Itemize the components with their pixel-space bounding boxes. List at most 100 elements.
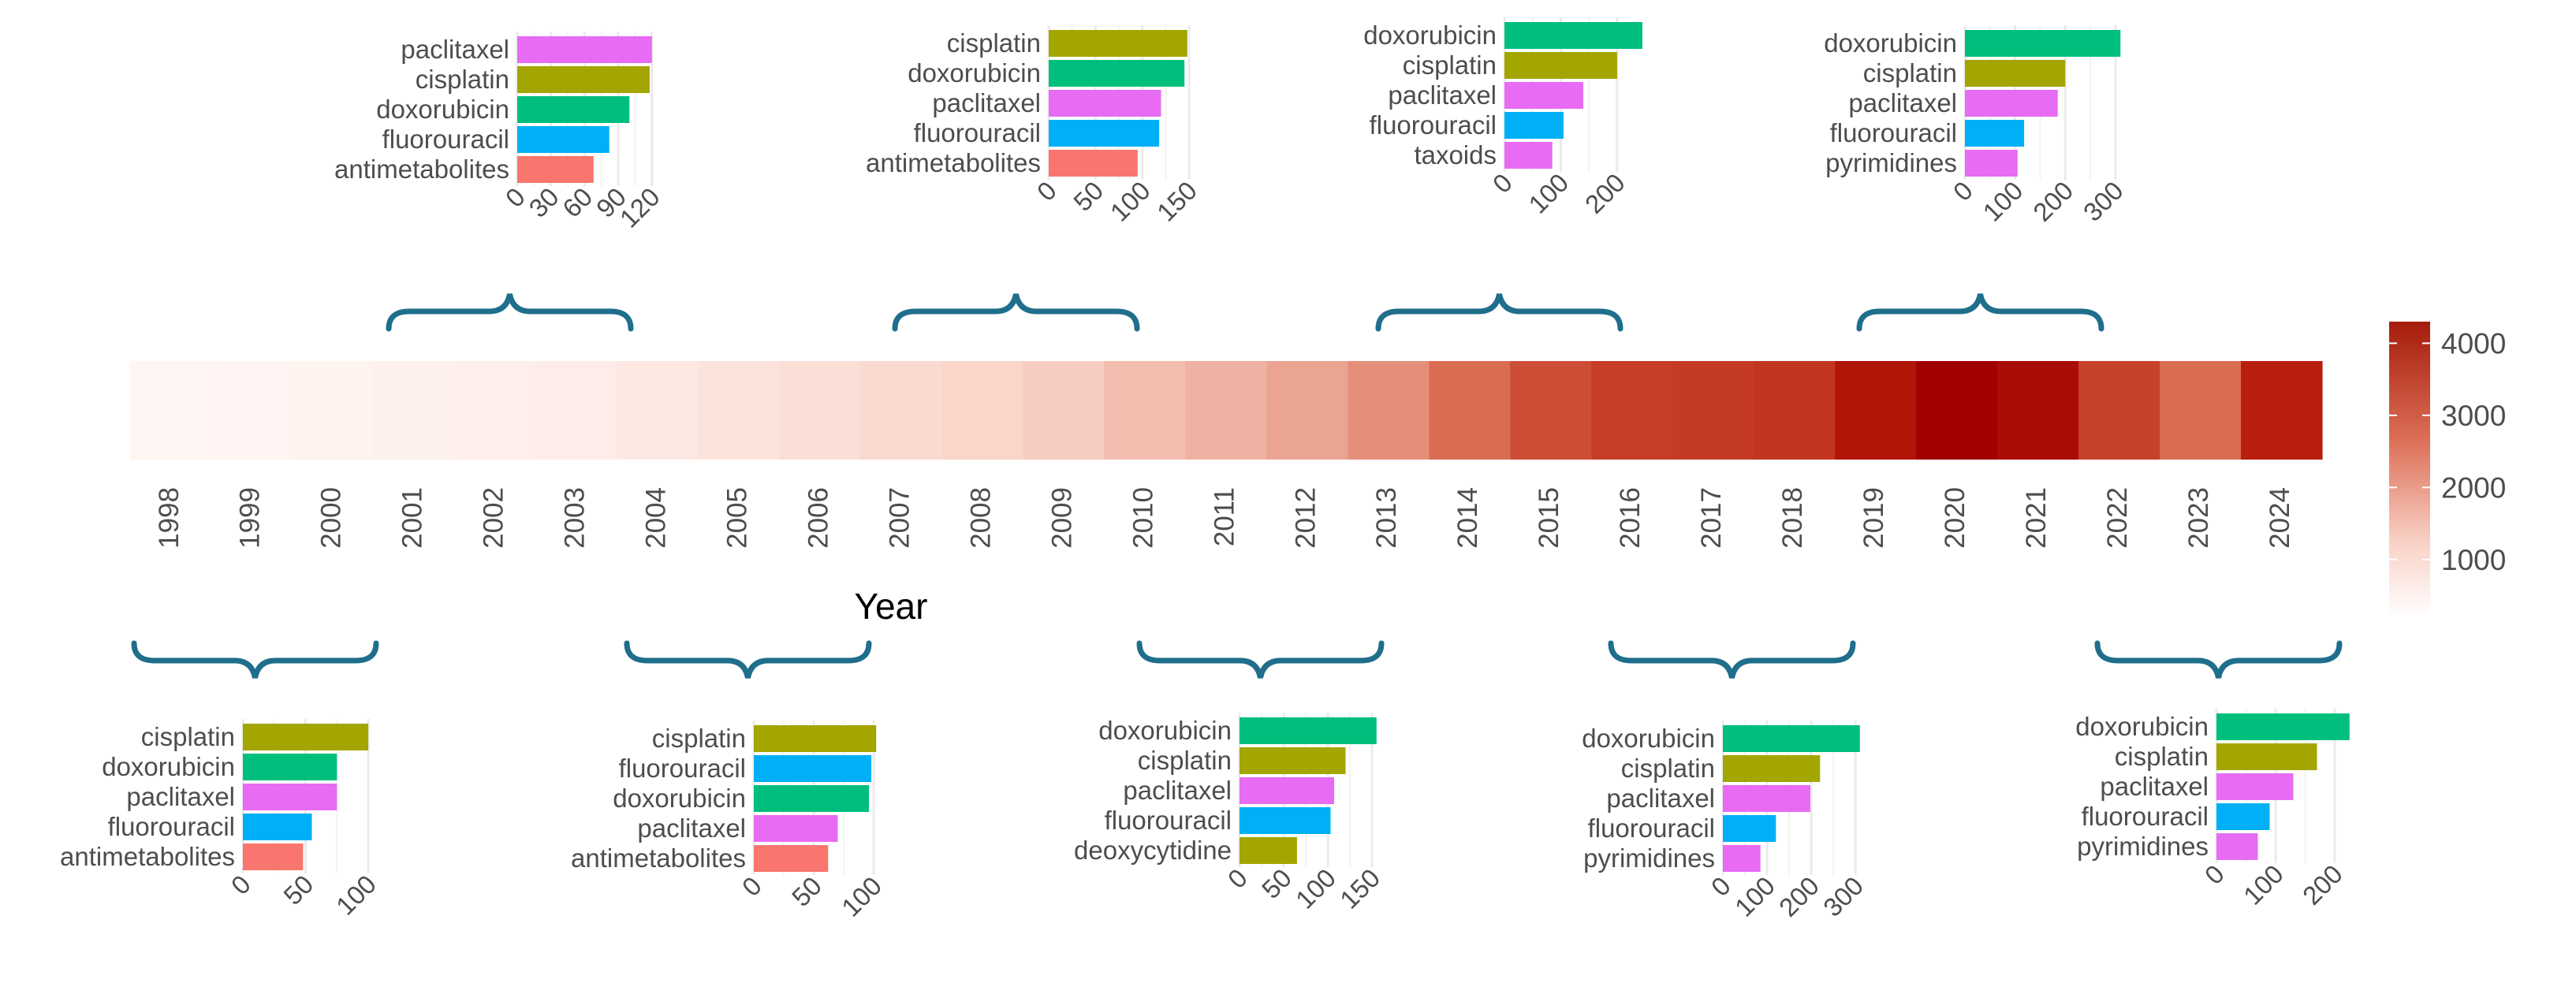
bar-label: doxorubicin	[2075, 712, 2209, 741]
year-tick-label: 2015	[1534, 487, 1564, 549]
heatmap-cell-2013	[1348, 361, 1430, 460]
x-tick-label: 50	[278, 869, 319, 910]
year-tick-label: 2003	[560, 487, 591, 549]
bar-label: taxoids	[1414, 140, 1497, 169]
year-tick-label: 2012	[1290, 487, 1321, 549]
x-tick-label: 100	[1729, 871, 1780, 922]
heatmap-cell-2010	[1104, 361, 1187, 460]
period-brace	[2094, 640, 2343, 679]
bar-label: doxorubicin	[908, 58, 1041, 88]
year-tick-label: 2001	[397, 487, 428, 549]
heatmap-cell-2018	[1754, 361, 1836, 460]
legend-tick-label: 1000	[2441, 544, 2506, 576]
x-tick-label: 0	[2199, 859, 2230, 890]
bar-paclitaxel	[1049, 90, 1161, 117]
bar-label: paclitaxel	[2100, 772, 2209, 801]
year-tick-label: 2019	[1858, 487, 1889, 549]
bar-label: pyrimidines	[1583, 843, 1715, 873]
heatmap-cell-2022	[2078, 361, 2160, 460]
x-tick-label: 100	[836, 871, 887, 922]
bar-label: cisplatin	[1621, 754, 1715, 783]
bar-label: paclitaxel	[1123, 776, 1232, 805]
year-tick-labels: 1998 1999 2000 2001 2002 2003 2004 2005 2006 2007…	[154, 487, 2295, 549]
bar-label: doxorubicin	[1363, 20, 1497, 50]
heatmap-cell-2007	[860, 361, 943, 460]
bar-label: pyrimidines	[2077, 832, 2209, 861]
heatmap-cell-2012	[1266, 361, 1349, 460]
period-brace	[1375, 293, 1624, 332]
bar-label: cisplatin	[1863, 58, 1957, 88]
year-tick-label: 2020	[1940, 487, 1970, 549]
bar-label: paclitaxel	[1606, 784, 1715, 813]
bar-pyrimidines	[2216, 833, 2258, 860]
x-tick-label: 0	[1222, 863, 1253, 894]
year-tick-label: 2024	[2265, 487, 2295, 549]
bar-paclitaxel	[2216, 773, 2294, 800]
x-tick-label: 0	[1948, 176, 1978, 207]
x-tick-label: 200	[2297, 859, 2348, 910]
bar-doxorubicin	[517, 96, 630, 123]
bar-pyrimidines	[1723, 845, 1761, 872]
x-tick-label: 100	[1977, 176, 2028, 227]
year-tick-label: 2013	[1371, 487, 1402, 549]
bar-fluorouracil	[1240, 807, 1331, 834]
bar-label: antimetabolites	[334, 155, 509, 184]
heatmap-cell-2016	[1591, 361, 1673, 460]
heatmap-cell-2019	[1835, 361, 1917, 460]
bar-label: fluorouracil	[382, 125, 509, 154]
bar-label: cisplatin	[652, 724, 746, 753]
year-tick-label: 2018	[1777, 487, 1808, 549]
x-tick-label: 300	[1817, 871, 1869, 922]
heatmap-cell-2008	[941, 361, 1024, 460]
bar-cisplatin	[754, 725, 877, 752]
bar-doxorubicin	[1049, 60, 1185, 87]
period-chart-2010-2012: doxorubicincisplatinpaclitaxelfluorourac…	[1074, 713, 1385, 914]
bar-antimetabolites	[517, 156, 594, 183]
period-brace	[892, 293, 1140, 332]
period-brace	[131, 640, 379, 679]
x-tick-label: 50	[786, 871, 827, 912]
x-tick-label: 50	[1256, 863, 1297, 904]
bar-label: fluorouracil	[914, 118, 1041, 147]
x-tick-label: 100	[1290, 863, 1341, 914]
bar-fluorouracil	[754, 755, 872, 782]
bar-label: paclitaxel	[126, 782, 235, 811]
heatmap-cell-2003	[535, 361, 618, 460]
bar-label: paclitaxel	[932, 88, 1041, 117]
bar-cisplatin	[1049, 30, 1187, 57]
bar-antimetabolites	[1049, 150, 1138, 177]
x-tick-label: 50	[1068, 176, 1109, 217]
bar-label: paclitaxel	[401, 35, 509, 64]
x-axis-title: Year	[855, 586, 928, 627]
bar-label: deoxycytidine	[1074, 836, 1232, 865]
bar-label: antimetabolites	[866, 148, 1041, 177]
bar-doxorubicin	[1965, 30, 2121, 57]
bar-label: cisplatin	[947, 28, 1041, 58]
bar-paclitaxel	[517, 36, 652, 63]
x-tick-label: 0	[736, 871, 767, 902]
year-tick-label: 2023	[2183, 487, 2214, 549]
x-tick-label: 0	[1487, 168, 1518, 199]
bar-doxorubicin	[1723, 725, 1860, 752]
bar-pyrimidines	[1965, 150, 2018, 177]
heatmap-cell-2009	[1023, 361, 1105, 460]
bar-cisplatin	[1723, 755, 1821, 782]
heatmap-cell-2014	[1429, 361, 1511, 460]
bar-cisplatin	[2216, 743, 2317, 770]
year-tick-label: 1999	[235, 487, 266, 549]
x-tick-label: 100	[1105, 176, 1156, 227]
period-chart-2007-2009: cisplatindoxorubicinpaclitaxelfluorourac…	[866, 25, 1202, 227]
year-tick-label: 2010	[1128, 487, 1158, 549]
bar-label: doxorubicin	[1098, 716, 1232, 745]
heatmap-cell-2005	[698, 361, 781, 460]
x-tick-label: 200	[1579, 168, 1631, 219]
heatmap-cell-2002	[454, 361, 537, 460]
bar-doxorubicin	[754, 785, 870, 812]
period-brace	[624, 640, 872, 679]
legend-tick-label: 2000	[2441, 471, 2506, 504]
heatmap-cell-2020	[1916, 361, 1998, 460]
year-tick-label: 2021	[2021, 487, 2052, 549]
heatmap-cell-2024	[2241, 361, 2323, 460]
bar-label: fluorouracil	[1105, 806, 1232, 835]
bar-doxorubicin	[243, 754, 337, 780]
